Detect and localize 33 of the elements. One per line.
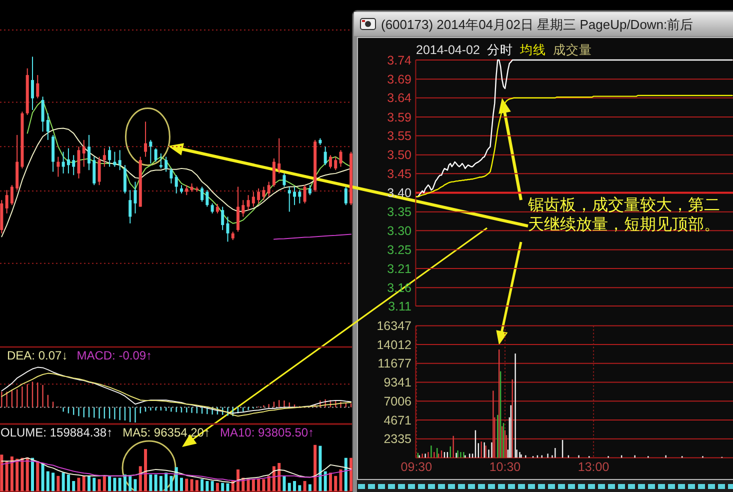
y-tick-label: 3.50 bbox=[387, 148, 412, 162]
y-tick-label: 11677 bbox=[378, 356, 412, 371]
series-label: 分时 bbox=[486, 43, 513, 57]
text: MA10: 93805.50↑ bbox=[220, 426, 314, 440]
y-tick-label: 3.21 bbox=[387, 262, 412, 276]
y-tick-label: 3.35 bbox=[387, 205, 412, 220]
y-tick-label: 3.25 bbox=[387, 243, 412, 258]
chart-title: (600173) 2014年04月02日 星期三 PageUp/Down:前后 bbox=[381, 17, 694, 32]
y-tick-label: 9341 bbox=[384, 376, 412, 390]
y-tick-label: 3.64 bbox=[387, 91, 412, 106]
y-tick-label: 3.45 bbox=[387, 166, 412, 181]
y-tick-label: 16347 bbox=[376, 319, 412, 333]
y-tick-label: 2335 bbox=[384, 432, 412, 446]
text: MACD: -0.09↑ bbox=[76, 348, 152, 362]
y-tick-label: 7006 bbox=[384, 394, 412, 408]
chart-subtitle: 2014-04-02 bbox=[416, 43, 480, 57]
annotation: 锯齿板，成交量较大，第二天继续放量，短期见顶部。 bbox=[527, 196, 720, 234]
y-tick-label: 3.59 bbox=[387, 110, 412, 124]
text: 均线 bbox=[518, 43, 546, 57]
text: OLUME: 159884.38↑ bbox=[0, 426, 113, 440]
text: DEA: 0.07↓ bbox=[7, 348, 68, 362]
y-tick-label: 3.55 bbox=[387, 129, 412, 144]
y-tick-label: 3.40 bbox=[387, 186, 412, 200]
x-tick-label: 13:00 bbox=[578, 460, 610, 474]
y-tick-label: 3.11 bbox=[388, 299, 412, 314]
y-tick-label: 3.69 bbox=[387, 72, 412, 86]
y-tick-label: 3.30 bbox=[387, 224, 412, 238]
y-tick-label: 3.74 bbox=[387, 53, 412, 68]
y-tick-label: 14012 bbox=[376, 338, 412, 352]
text: 成交量 bbox=[552, 42, 592, 57]
x-tick-label: 09:30 bbox=[400, 460, 432, 474]
x-tick-label: 10:30 bbox=[489, 460, 521, 474]
y-tick-label: 4671 bbox=[384, 413, 412, 428]
